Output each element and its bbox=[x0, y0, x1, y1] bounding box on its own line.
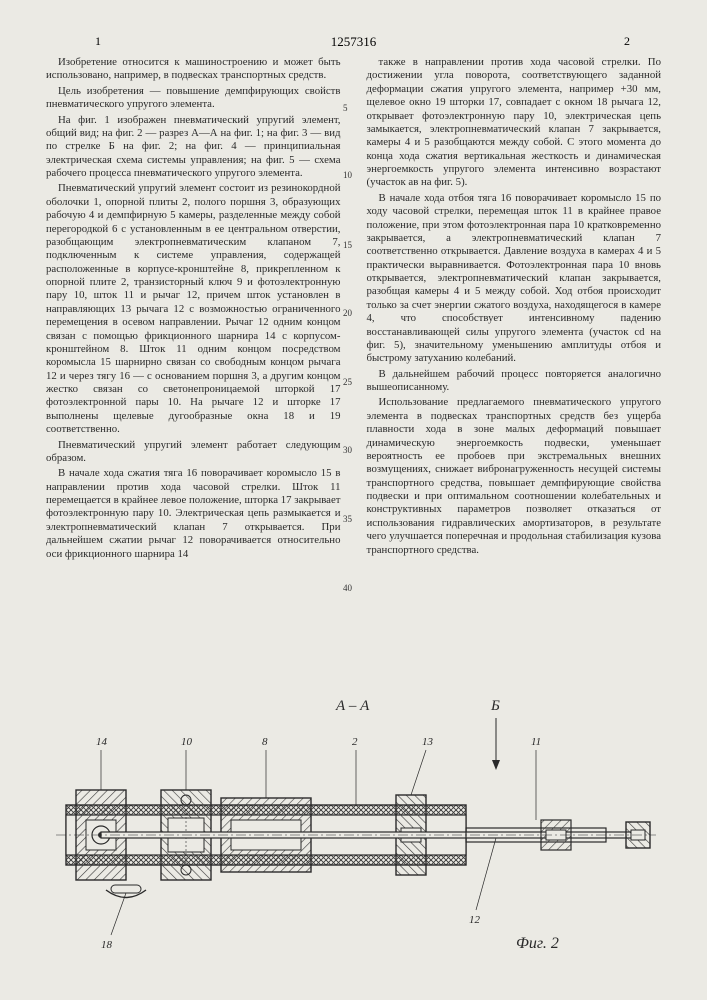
page-number-left: 1 bbox=[95, 34, 101, 49]
patent-page: 1 1257316 2 Изобретение относится к маши… bbox=[0, 0, 707, 1000]
patent-number: 1257316 bbox=[331, 34, 377, 50]
paragraph: На фиг. 1 изображен пневматический упруг… bbox=[46, 114, 341, 181]
ref-num: 10 bbox=[181, 736, 193, 748]
ref-num: 14 bbox=[96, 736, 108, 748]
ref-num: 12 bbox=[469, 914, 481, 926]
line-marker: 10 bbox=[343, 170, 352, 180]
figure-2: А – А Б bbox=[46, 690, 661, 970]
line-marker: 25 bbox=[343, 377, 352, 387]
arrow-label: Б bbox=[490, 698, 500, 714]
paragraph: также в направлении против хода часовой … bbox=[367, 56, 662, 190]
paragraph: Пневматический упругий элемент состоит и… bbox=[46, 182, 341, 436]
paragraph: В начале хода сжатия тяга 16 поворачивае… bbox=[46, 467, 341, 561]
ref-num: 13 bbox=[422, 736, 434, 748]
line-marker: 35 bbox=[343, 514, 352, 524]
ref-num: 18 bbox=[101, 939, 113, 951]
figure-label: Фиг. 2 bbox=[516, 935, 559, 952]
page-number-right: 2 bbox=[624, 34, 630, 49]
paragraph: Цель изобретения — повышение демпфирующи… bbox=[46, 85, 341, 112]
right-column: также в направлении против хода часовой … bbox=[367, 56, 662, 563]
ref-num: 11 bbox=[531, 736, 541, 748]
ref-num: 2 bbox=[352, 736, 358, 748]
paragraph: Пневматический упругий элемент работает … bbox=[46, 439, 341, 466]
line-marker: 5 bbox=[343, 103, 348, 113]
section-label: А – А bbox=[335, 698, 370, 714]
assembly-body bbox=[56, 790, 656, 898]
paragraph: В дальнейшем рабочий процесс повторяется… bbox=[367, 368, 662, 395]
line-marker: 40 bbox=[343, 583, 352, 593]
text-columns: Изобретение относится к машиностроению и… bbox=[46, 56, 661, 563]
ref-num: 8 bbox=[262, 736, 268, 748]
figure-svg: А – А Б bbox=[46, 690, 661, 970]
left-column: Изобретение относится к машиностроению и… bbox=[46, 56, 341, 563]
paragraph: В начале хода отбоя тяга 16 поворачивает… bbox=[367, 192, 662, 366]
line-marker: 30 bbox=[343, 445, 352, 455]
line-marker: 20 bbox=[343, 308, 352, 318]
paragraph: Изобретение относится к машиностроению и… bbox=[46, 56, 341, 83]
line-marker: 15 bbox=[343, 240, 352, 250]
paragraph: Использование предлагаемого пневматическ… bbox=[367, 396, 662, 557]
